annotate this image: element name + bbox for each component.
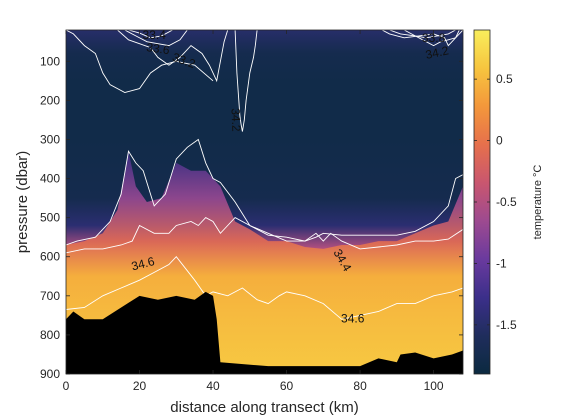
contour-34-4-line-3 — [381, 30, 463, 47]
colorbar-tick-label-1: 0 — [496, 134, 503, 148]
colorbar-tick-label-0: 0.5 — [496, 72, 513, 86]
y-tick-label-300: 300 — [40, 132, 60, 146]
y-tick-label-700: 700 — [40, 289, 60, 303]
contour-label-4: 33.8 — [422, 31, 446, 45]
contour-34-2-line-1 — [403, 30, 460, 47]
colorbar-tick-label-2: -0.5 — [496, 195, 517, 209]
colorbar-ticks: 0.5 0 -0.5 -1 -1.5 — [474, 72, 517, 332]
contour-label-3: 34.2 — [229, 108, 244, 132]
y-axis-ticks: 100 200 300 400 500 600 700 800 900 — [40, 54, 463, 381]
contour-label-6: 34.6 — [130, 254, 156, 273]
y-axis-title: pressure (dbar) — [14, 151, 31, 254]
contour-34-4-line-0 — [66, 138, 463, 246]
y-tick-label-100: 100 — [40, 54, 60, 68]
plot-frame — [65, 29, 464, 375]
contour-33-8-line-0 — [389, 30, 456, 39]
x-tick-label-40: 40 — [206, 379, 220, 393]
y-tick-label-600: 600 — [40, 250, 60, 264]
contour-34-6-line-0 — [66, 217, 463, 254]
colorbar-title: temperature °C — [532, 165, 544, 240]
y-tick-label-200: 200 — [40, 93, 60, 107]
x-axis-title: distance along transect (km) — [170, 399, 358, 416]
colorbar-tick-label-3: -1 — [496, 256, 507, 270]
y-tick-label-500: 500 — [40, 211, 60, 225]
y-tick-label-400: 400 — [40, 172, 60, 186]
plot-area: 33.433.633.234.233.834.234.6 34.434.6 — [66, 28, 463, 374]
contour-label-1: 33.6 — [145, 40, 170, 57]
x-tick-label-100: 100 — [424, 379, 444, 393]
seafloor-bathymetry — [66, 291, 463, 374]
contour-label-5: 34.2 — [424, 43, 450, 62]
colorbar-tick-label-4: -1.5 — [496, 318, 517, 332]
x-axis-ticks: 0 20 40 60 80 100 — [63, 30, 444, 393]
contour-label-0: 33.4 — [143, 28, 167, 42]
contour-label-8: 34.6 — [341, 311, 365, 325]
x-tick-label-80: 80 — [353, 379, 367, 393]
contour-34-2-line-0 — [117, 30, 229, 83]
x-tick-label-0: 0 — [63, 379, 70, 393]
contour-33-6-line-0 — [124, 30, 188, 47]
x-tick-label-60: 60 — [280, 379, 294, 393]
y-tick-label-800: 800 — [40, 328, 60, 342]
x-tick-label-20: 20 — [133, 379, 147, 393]
contour-34-4-line-1 — [234, 30, 258, 132]
contour-34-6-line-1 — [66, 256, 463, 320]
contour-34-4-line-2 — [66, 30, 214, 93]
y-tick-label-900: 900 — [40, 367, 60, 381]
contour-33-4-line-0 — [128, 30, 173, 39]
salinity-contours — [66, 30, 463, 320]
